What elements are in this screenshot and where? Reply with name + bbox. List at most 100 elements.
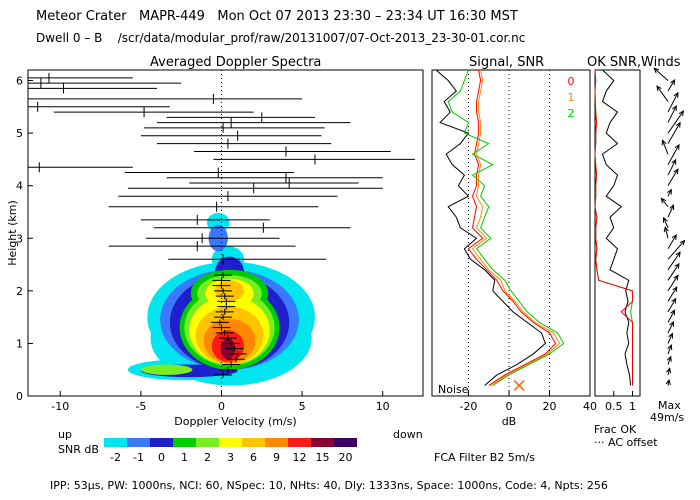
wind-arrow-head [663, 226, 669, 233]
wind-arrow-head [670, 79, 676, 86]
wind-arrow [667, 110, 684, 134]
colorbar-tick-label: 2 [204, 451, 211, 464]
wind-arrow [667, 105, 677, 123]
frac-ok-label: Frac OK [594, 423, 637, 436]
colorbar-tick-label: 15 [316, 451, 330, 464]
snr-xtick-label: 40 [583, 400, 597, 413]
wind-arrow [667, 159, 677, 176]
wind-arrow-head [670, 309, 676, 316]
wind-arrow-head [673, 274, 679, 281]
spectra-ytick-label: 6 [16, 75, 23, 88]
wind-arrow-head [656, 85, 662, 92]
max-label: Max [658, 399, 681, 412]
spectra-title: Averaged Doppler Spectra [150, 55, 322, 70]
site-name: Meteor Crater [36, 9, 127, 24]
snr-series-1 [471, 69, 561, 386]
instrument-name: MAPR-449 [138, 9, 205, 24]
wind-arrow [667, 263, 680, 281]
colorbar-tick-label: 1 [181, 451, 188, 464]
fca-filter: FCA Filter B2 5m/s [434, 451, 535, 464]
wind-arrow-head [666, 367, 672, 374]
colorbar-swatch [334, 438, 357, 447]
snr-series-0 [467, 69, 557, 386]
wind-arrow [667, 321, 674, 334]
snr-legend-1: 1 [568, 91, 575, 104]
wind-arrow-head [673, 91, 679, 98]
wind-arrow-head [679, 239, 686, 246]
wind-arrow-head [671, 158, 677, 165]
wind-arrow [667, 189, 672, 197]
wind-arrow [664, 227, 669, 239]
wind-arrow-head [666, 355, 672, 362]
wind-arrow [667, 79, 676, 92]
spectra-ytick-label: 3 [16, 232, 23, 245]
spectra-xlabel: Doppler Velocity (m/s) [174, 415, 296, 428]
ok-xtick-label: 0.5 [605, 400, 623, 413]
spectra-contour-1 [206, 213, 230, 232]
wind-arrow-head [671, 105, 677, 112]
datetime: Mon Oct 07 2013 23:30 – 23:34 UT 16:30 M… [217, 9, 518, 24]
colorbar-swatch [104, 438, 127, 447]
snr-series-signal [435, 69, 547, 386]
wind-arrow-head [661, 139, 667, 146]
wind-arrow-head [667, 188, 672, 195]
wind-arrow-head [671, 234, 677, 241]
wind-arrow [667, 92, 679, 113]
params-line: IPP: 53μs, PW: 1000ns, NCI: 60, NSpec: 1… [50, 479, 608, 492]
wind-arrow-head [662, 216, 668, 223]
wind-arrow-head [675, 121, 681, 128]
wind-arrow [667, 333, 673, 344]
wind-arrow-head [668, 332, 674, 339]
snr-frame [431, 69, 591, 397]
snr-xtick-label: 20 [542, 400, 556, 413]
wind-arrow [667, 234, 677, 250]
wind-arrow-head [673, 168, 679, 175]
colorbar-swatch [127, 438, 150, 447]
file-path: /scr/data/modular_prof/raw/20131007/07-O… [117, 31, 526, 45]
colorbar-swatch [173, 438, 196, 447]
noise-marker [513, 379, 525, 392]
colorbar-tick-label: 12 [293, 451, 307, 464]
spectra-xtick-label: 0 [218, 400, 225, 413]
colorbar-tick-label: -2 [110, 451, 121, 464]
wind-arrow-head [667, 344, 673, 351]
wind-arrow-head [674, 143, 680, 150]
colorbar-tick-label: 9 [273, 451, 280, 464]
colorbar-tick-label: 0 [158, 451, 165, 464]
wind-arrow-head [671, 297, 677, 304]
colorbar-swatch [265, 438, 288, 447]
wind-arrow [667, 240, 685, 260]
snr-xtick-label: -20 [459, 400, 477, 413]
wind-arrow-head [674, 262, 680, 269]
colorbar-swatch [288, 438, 311, 447]
ok-title: OK SNR,Winds [587, 55, 681, 70]
spectra-xtick-label: 10 [376, 400, 390, 413]
wind-arrow [662, 140, 669, 155]
wind-arrow [656, 85, 669, 102]
spectra-ylabel: Height (km) [6, 200, 19, 266]
wind-arrow [667, 168, 679, 186]
colorbar-swatch [311, 438, 334, 447]
wind-arrow [667, 144, 680, 165]
wind-arrow-head [660, 197, 667, 204]
wind-arrow [667, 356, 672, 365]
spectra-xtick-label: -5 [135, 400, 146, 413]
snr-series-2 [447, 69, 565, 386]
colorbar-swatch [219, 438, 242, 447]
colorbar-swatch [196, 438, 219, 447]
colorbar-tick-label: 20 [339, 451, 353, 464]
wind-arrow [667, 344, 672, 355]
spectra-ytick-label: 1 [16, 337, 23, 350]
snr-db-label: SNR dB [58, 443, 99, 456]
colorbar-tick-label: 3 [227, 451, 234, 464]
spectra-ytick-label: 2 [16, 285, 23, 298]
up-label: up [58, 428, 72, 441]
wind-arrow-head [669, 320, 675, 327]
snr-xtick-label: 0 [505, 400, 512, 413]
spectra-ytick-label: 5 [16, 127, 23, 140]
wind-arrow [667, 122, 681, 144]
snr-title: Signal, SNR [469, 55, 545, 70]
ac-offset-label: ··· AC offset [594, 436, 658, 449]
wind-arrow [667, 204, 674, 218]
